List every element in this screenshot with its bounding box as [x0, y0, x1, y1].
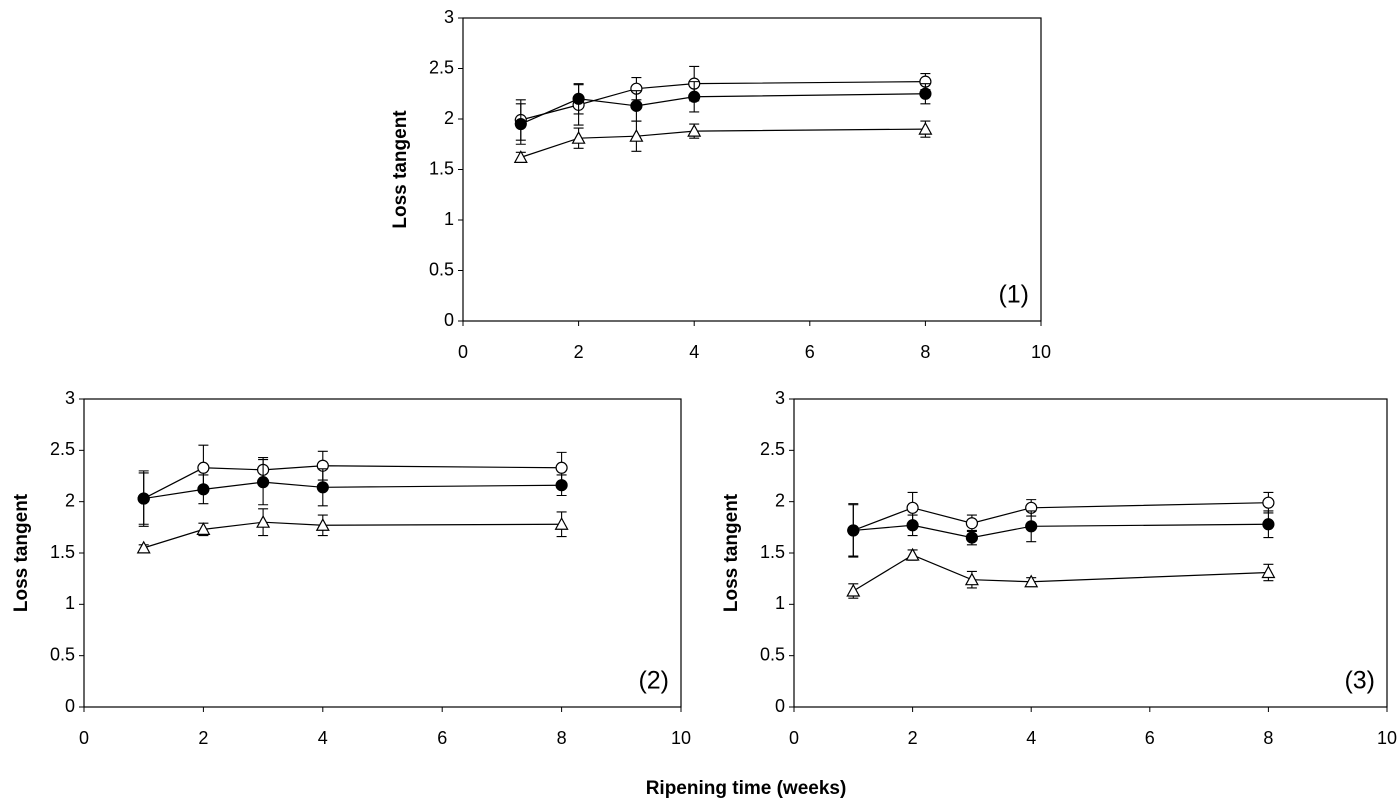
y-tick-label: 1: [65, 593, 75, 613]
marker: [1261, 565, 1276, 579]
marker: [513, 150, 528, 163]
marker: [919, 87, 932, 100]
marker: [1025, 520, 1038, 533]
marker: [571, 130, 586, 144]
y-tick-label: 2.5: [50, 439, 75, 459]
x-tick-label: 2: [574, 342, 584, 362]
marker: [906, 501, 919, 514]
x-tick-label: 6: [1145, 728, 1155, 748]
marker: [629, 128, 644, 142]
marker: [965, 531, 979, 544]
y-tick-label: 0: [444, 310, 454, 330]
marker: [847, 524, 860, 537]
y-tick-label: 0.5: [50, 644, 75, 664]
plot-frame: [793, 398, 1388, 708]
x-tick-label: 4: [689, 342, 699, 362]
x-tick-label: 4: [1026, 728, 1036, 748]
marker: [1262, 518, 1275, 531]
x-axis-label: Ripening time (weeks): [646, 778, 847, 799]
x-tick-label: 2: [908, 728, 918, 748]
y-tick-label: 0: [65, 696, 75, 716]
marker: [906, 519, 919, 532]
marker: [256, 514, 271, 528]
x-tick-label: 0: [789, 728, 799, 748]
x-tick-label: 6: [437, 728, 447, 748]
y-tick-label: 3: [65, 388, 75, 408]
y-axis-label: Loss tangent: [721, 493, 742, 612]
marker: [918, 121, 933, 135]
plot-frame: [83, 398, 682, 708]
x-tick-label: 10: [1031, 342, 1051, 362]
marker: [964, 572, 979, 586]
panel-label: (3): [1344, 667, 1375, 695]
marker: [687, 123, 702, 137]
marker: [136, 540, 151, 554]
y-tick-label: 1.5: [429, 158, 454, 178]
y-tick-label: 0.5: [429, 259, 454, 279]
marker: [630, 99, 643, 112]
y-tick-label: 1.5: [50, 542, 75, 562]
y-tick-label: 2: [65, 490, 75, 510]
y-tick-label: 2: [444, 108, 454, 128]
y-axis-label: Loss tangent: [390, 110, 411, 229]
y-tick-label: 3: [444, 7, 454, 27]
plot-frame: [462, 17, 1042, 322]
marker: [197, 483, 210, 496]
y-tick-label: 1.5: [760, 542, 785, 562]
x-tick-label: 10: [1377, 728, 1397, 748]
marker: [555, 479, 568, 492]
x-tick-label: 6: [805, 342, 815, 362]
y-tick-label: 1: [444, 209, 454, 229]
x-tick-label: 4: [318, 728, 328, 748]
y-axis-label: Loss tangent: [11, 493, 32, 612]
marker: [1262, 496, 1275, 509]
x-tick-label: 10: [671, 728, 691, 748]
marker: [137, 492, 150, 505]
x-tick-label: 2: [198, 728, 208, 748]
marker: [197, 461, 210, 474]
y-tick-label: 2.5: [429, 57, 454, 77]
panel-label: (1): [998, 281, 1029, 309]
x-tick-label: 8: [1263, 728, 1273, 748]
marker: [257, 476, 270, 489]
y-tick-label: 2.5: [760, 439, 785, 459]
marker: [1024, 574, 1039, 588]
marker: [514, 117, 527, 131]
panel-label: (2): [638, 667, 669, 695]
marker: [196, 522, 211, 535]
marker: [554, 517, 569, 530]
x-tick-label: 8: [920, 342, 930, 362]
y-tick-label: 2: [775, 490, 785, 510]
marker: [316, 481, 329, 494]
y-tick-label: 0.5: [760, 644, 785, 664]
marker: [688, 90, 701, 103]
x-tick-label: 8: [557, 728, 567, 748]
marker: [846, 583, 861, 597]
marker: [572, 92, 585, 105]
x-tick-label: 0: [79, 728, 89, 748]
x-tick-label: 0: [458, 342, 468, 362]
marker: [905, 547, 920, 561]
marker: [965, 517, 979, 530]
y-tick-label: 1: [775, 593, 785, 613]
y-tick-label: 3: [775, 388, 785, 408]
y-tick-label: 0: [775, 696, 785, 716]
marker: [555, 461, 568, 474]
marker: [315, 518, 330, 531]
